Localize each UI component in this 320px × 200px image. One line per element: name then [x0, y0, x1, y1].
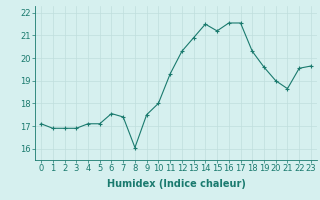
X-axis label: Humidex (Indice chaleur): Humidex (Indice chaleur) — [107, 179, 245, 189]
